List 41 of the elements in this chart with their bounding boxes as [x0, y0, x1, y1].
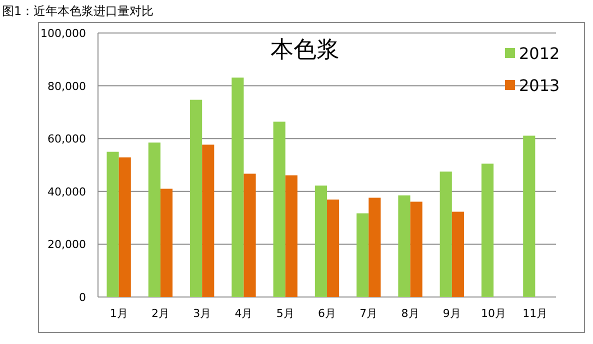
bar: [440, 172, 452, 297]
caption: 图1：近年本色浆进口量对比: [2, 4, 154, 18]
bar: [410, 202, 422, 297]
x-tick-label: 9月: [442, 307, 461, 320]
bar: [523, 136, 536, 297]
x-tick-label: 11月: [522, 307, 548, 320]
x-tick-label: 4月: [234, 307, 253, 320]
x-tick-label: 8月: [401, 307, 420, 320]
x-tick-label: 5月: [276, 307, 294, 320]
bar: [398, 195, 410, 297]
legend-label: 2012: [519, 44, 560, 63]
bar: [106, 152, 119, 297]
y-tick-label: 40,000: [48, 185, 86, 198]
bar: [244, 174, 256, 297]
y-tick-label: 20,000: [48, 238, 86, 252]
chart-title: 本色浆: [270, 37, 340, 63]
bar: [273, 122, 286, 297]
bar: [327, 200, 340, 297]
y-tick-label: 0: [79, 291, 86, 304]
bar: [356, 213, 369, 297]
x-tick-label: 6月: [318, 307, 336, 320]
x-tick-label: 10月: [481, 307, 506, 320]
bar: [285, 175, 298, 297]
x-tick-label: 7月: [360, 307, 378, 320]
x-tick-label: 3月: [193, 307, 212, 320]
bar: [368, 198, 381, 297]
bar: [452, 212, 464, 297]
y-tick-label: 100,000: [40, 27, 86, 40]
bar: [232, 78, 244, 297]
bar: [160, 188, 173, 297]
legend-label: 2013: [519, 76, 560, 95]
bar: [202, 144, 214, 297]
y-tick-label: 80,000: [48, 80, 86, 93]
bar: [118, 157, 131, 297]
bar: [481, 164, 494, 297]
bar: [314, 186, 327, 297]
x-tick-label: 2月: [151, 307, 170, 320]
y-tick-label: 60,000: [48, 132, 86, 146]
bar: [148, 142, 160, 297]
bar: [190, 100, 202, 297]
x-tick-label: 1月: [110, 307, 128, 320]
